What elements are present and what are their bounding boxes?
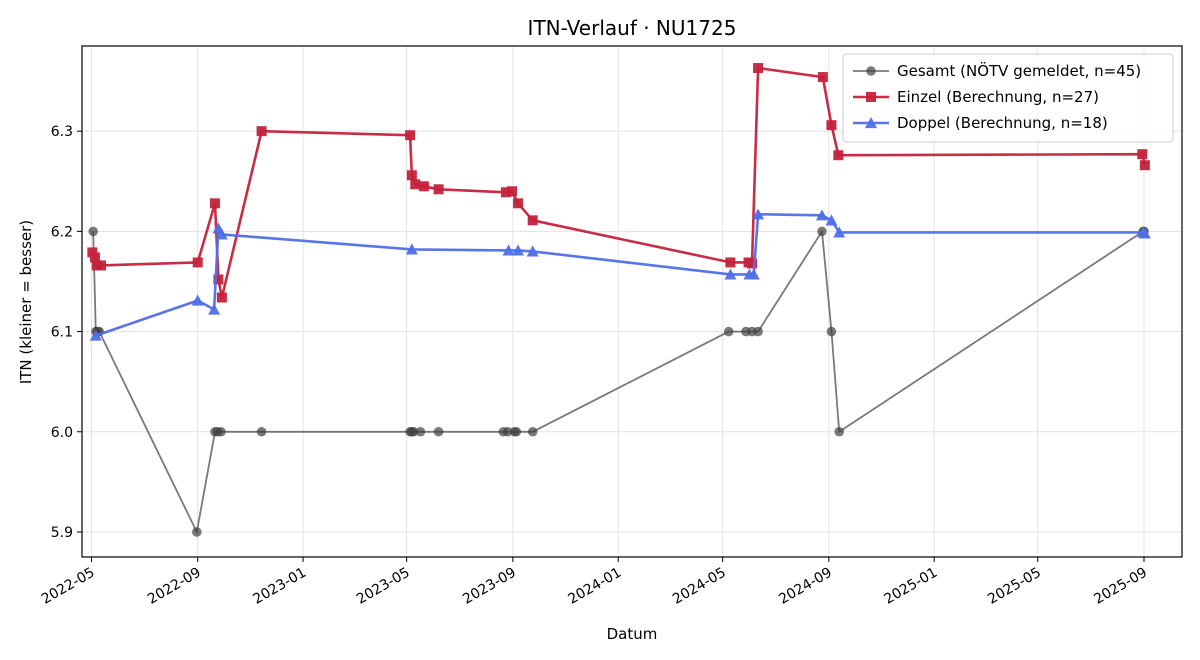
data-point xyxy=(834,426,845,437)
plot-frame xyxy=(81,45,1183,558)
data-point xyxy=(1137,149,1148,160)
legend-item: Einzel (Berechnung, n=27) xyxy=(853,88,1099,106)
data-point xyxy=(747,268,760,280)
data-point xyxy=(87,247,98,258)
y-tick-label: 5.9 xyxy=(51,525,73,541)
legend-label: Einzel (Berechnung, n=27) xyxy=(897,88,1099,106)
series-layer xyxy=(87,63,1151,537)
data-point xyxy=(833,226,846,238)
data-point xyxy=(527,426,538,437)
data-point xyxy=(826,120,837,131)
legend-box xyxy=(842,53,1174,143)
data-point xyxy=(88,226,99,237)
data-point xyxy=(1139,160,1150,171)
legend-label: Gesamt (NÖTV gemeldet, n=45) xyxy=(897,61,1141,80)
data-point xyxy=(511,426,522,437)
y-axis-label: ITN (kleiner = besser) xyxy=(17,220,35,384)
data-point xyxy=(752,208,765,220)
data-point xyxy=(406,170,417,181)
legend-swatch-marker xyxy=(866,92,876,102)
data-point xyxy=(526,245,539,257)
data-point xyxy=(89,329,102,341)
legend-label: Doppel (Berechnung, n=18) xyxy=(897,114,1108,132)
y-tick-label: 6.2 xyxy=(51,224,73,240)
data-point xyxy=(433,184,444,195)
data-point xyxy=(256,426,267,437)
data-point xyxy=(513,198,524,209)
data-point xyxy=(192,527,202,537)
y-tick-label: 6.0 xyxy=(51,425,73,441)
data-point xyxy=(95,260,106,271)
data-point xyxy=(215,228,228,240)
data-point xyxy=(527,215,538,226)
data-point xyxy=(415,426,426,437)
data-point xyxy=(723,326,734,337)
chart-title: ITN-Verlauf · NU1725 xyxy=(528,16,737,40)
data-point xyxy=(1138,227,1151,239)
data-point xyxy=(747,258,758,269)
data-point xyxy=(405,243,418,255)
x-axis-label: Datum xyxy=(607,625,658,643)
data-point xyxy=(89,252,100,263)
data-point xyxy=(209,198,220,209)
data-point xyxy=(817,226,827,237)
data-point xyxy=(826,326,837,337)
data-point xyxy=(256,126,267,137)
data-point xyxy=(502,426,513,437)
data-point xyxy=(725,257,736,268)
data-point xyxy=(724,268,737,280)
data-point xyxy=(418,181,429,192)
y-tick-label: 6.3 xyxy=(51,124,73,140)
data-point xyxy=(753,326,763,337)
data-point xyxy=(408,426,419,437)
data-point xyxy=(191,294,204,306)
data-point xyxy=(506,186,517,197)
legend-item: Doppel (Berechnung, n=18) xyxy=(853,114,1108,132)
y-tick-label: 6.1 xyxy=(51,325,73,341)
series-triangle xyxy=(89,208,1151,341)
series-line xyxy=(92,230,1144,533)
data-point xyxy=(817,72,828,83)
data-point xyxy=(433,426,444,437)
data-point xyxy=(216,426,226,437)
series-square xyxy=(87,63,1150,303)
data-point xyxy=(825,214,838,226)
data-point xyxy=(410,179,421,190)
data-point xyxy=(512,244,525,256)
legend-swatch-marker xyxy=(865,117,877,129)
legend-item: Gesamt (NÖTV gemeldet, n=45) xyxy=(853,61,1141,80)
data-point xyxy=(502,244,515,256)
data-point xyxy=(192,257,203,268)
data-point xyxy=(833,150,844,161)
legend: Gesamt (NÖTV gemeldet, n=45) Einzel (Bere… xyxy=(842,53,1174,143)
data-point xyxy=(216,292,227,303)
legend-swatch-marker xyxy=(866,66,876,76)
data-point xyxy=(815,209,828,221)
data-point xyxy=(208,303,221,315)
data-point xyxy=(213,274,224,285)
data-point xyxy=(753,63,764,74)
data-point xyxy=(405,130,416,141)
data-point xyxy=(500,187,511,198)
